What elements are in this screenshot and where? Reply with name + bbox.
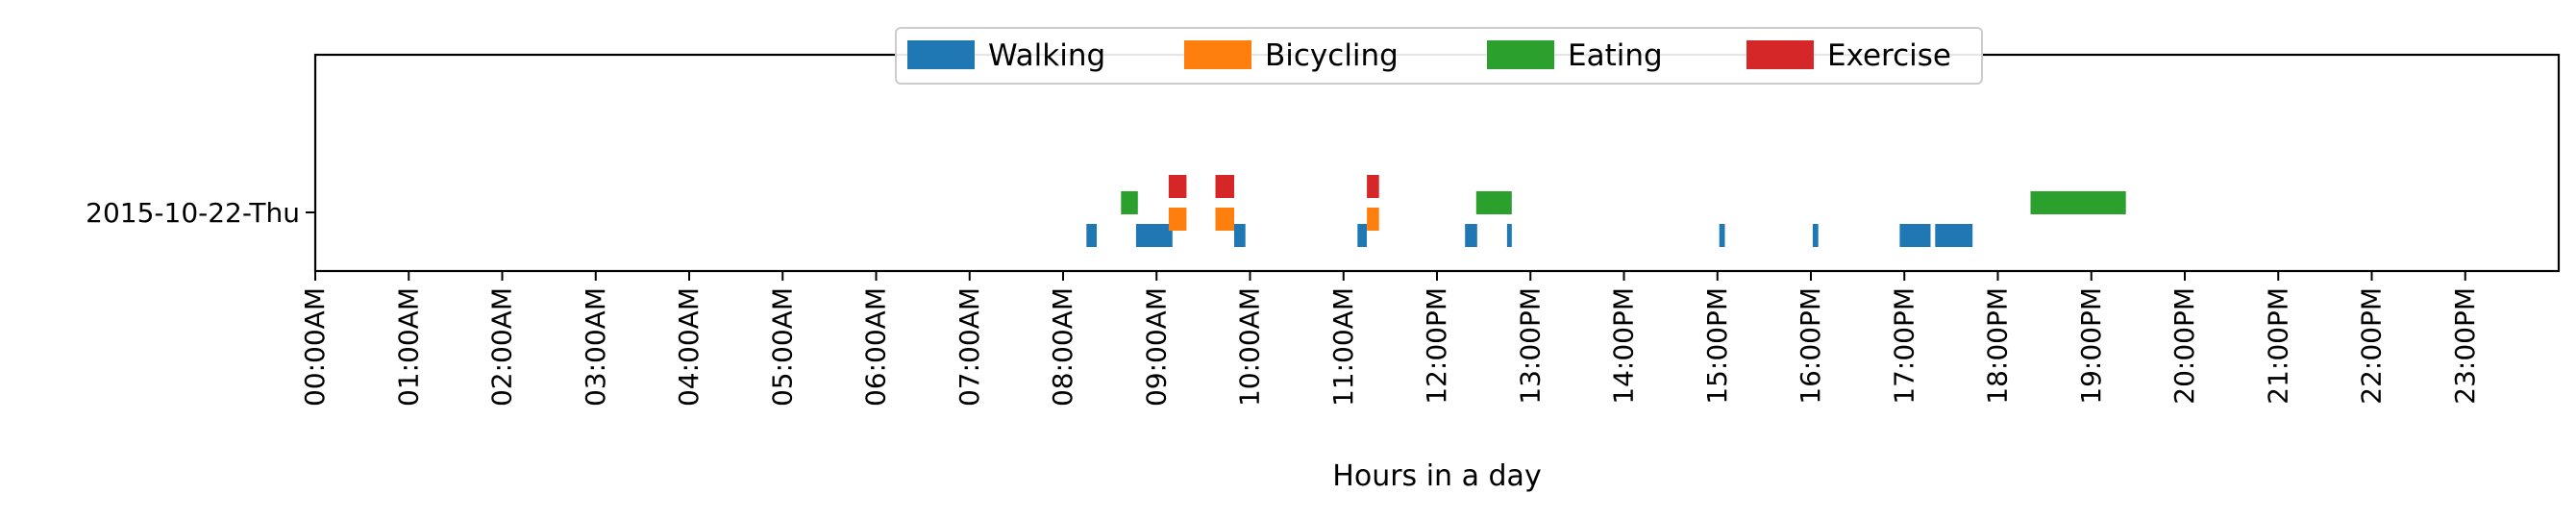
x-tick-label-12: 12:00PM	[1421, 287, 1452, 405]
legend: Walking Bicycling Eating Exercise	[895, 27, 1983, 85]
x-tick-label-15: 15:00PM	[1701, 287, 1733, 405]
exercise-bar-1	[1215, 175, 1234, 198]
x-tick-label-7: 07:00AM	[954, 287, 985, 407]
legend-swatch-walking	[907, 40, 975, 69]
legend-label-bicycling: Bicycling	[1265, 38, 1399, 73]
walking-bar-1	[1135, 224, 1173, 247]
x-axis-label: Hours in a day	[1332, 459, 1541, 493]
walking-bar-4	[1465, 224, 1477, 247]
x-tick-label-10: 10:00AM	[1234, 287, 1266, 407]
exercise-bar-2	[1367, 175, 1379, 198]
x-tick-label-2: 02:00AM	[486, 287, 518, 407]
x-tick-label-20: 20:00PM	[2168, 287, 2200, 405]
x-tick-label-3: 03:00AM	[580, 287, 611, 407]
bicycling-bar-2	[1367, 208, 1379, 231]
legend-label-exercise: Exercise	[1827, 38, 1951, 73]
legend-swatch-exercise	[1746, 40, 1814, 69]
x-axis-ticks: 00:00AM 01:00AM 02:00AM 03:00AM 04:00AM 05:00…	[299, 271, 2481, 407]
x-tick-label-8: 08:00AM	[1047, 287, 1078, 407]
x-tick-label-11: 11:00AM	[1327, 287, 1359, 407]
bicycling-bar-1	[1215, 208, 1234, 231]
bicycling-bar-0	[1168, 208, 1187, 231]
x-tick-label-18: 18:00PM	[1982, 287, 2014, 405]
eating-bar-2	[2030, 191, 2126, 214]
x-tick-label-6: 06:00AM	[860, 287, 892, 407]
x-tick-label-9: 09:00AM	[1140, 287, 1172, 407]
x-tick-label-23: 23:00PM	[2449, 287, 2481, 405]
x-tick-label-5: 05:00AM	[766, 287, 798, 407]
x-tick-label-22: 22:00PM	[2356, 287, 2388, 405]
legend-label-walking: Walking	[988, 38, 1105, 73]
legend-box	[895, 27, 1983, 85]
x-tick-label-4: 04:00AM	[673, 287, 705, 407]
walking-bar-7	[1812, 224, 1819, 247]
walking-bar-2	[1234, 224, 1246, 247]
x-tick-label-0: 00:00AM	[299, 287, 331, 407]
y-axis-ticks: 2015-10-22-Thu	[86, 197, 315, 229]
x-tick-label-13: 13:00PM	[1514, 287, 1546, 405]
eating-bar-0	[1121, 191, 1138, 214]
x-tick-label-19: 19:00PM	[2075, 287, 2107, 405]
y-tick-label-0: 2015-10-22-Thu	[86, 197, 300, 229]
walking-bar-8	[1899, 224, 1931, 247]
bars-layer	[1086, 175, 2126, 247]
exercise-bar-0	[1168, 175, 1187, 198]
x-tick-label-14: 14:00PM	[1608, 287, 1640, 405]
legend-swatch-eating	[1487, 40, 1554, 69]
walking-bar-3	[1357, 224, 1367, 247]
walking-bar-6	[1719, 224, 1725, 247]
walking-bar-9	[1935, 224, 1973, 247]
eating-bar-1	[1475, 191, 1512, 214]
x-tick-label-1: 01:00AM	[392, 287, 424, 407]
legend-label-eating: Eating	[1568, 38, 1663, 73]
x-tick-label-21: 21:00PM	[2262, 287, 2293, 405]
legend-swatch-bicycling	[1184, 40, 1251, 69]
x-tick-label-17: 17:00PM	[1888, 287, 1920, 405]
x-tick-label-16: 16:00PM	[1795, 287, 1826, 405]
plot-frame	[313, 53, 2561, 273]
walking-bar-0	[1086, 224, 1097, 247]
walking-bar-5	[1506, 224, 1512, 247]
